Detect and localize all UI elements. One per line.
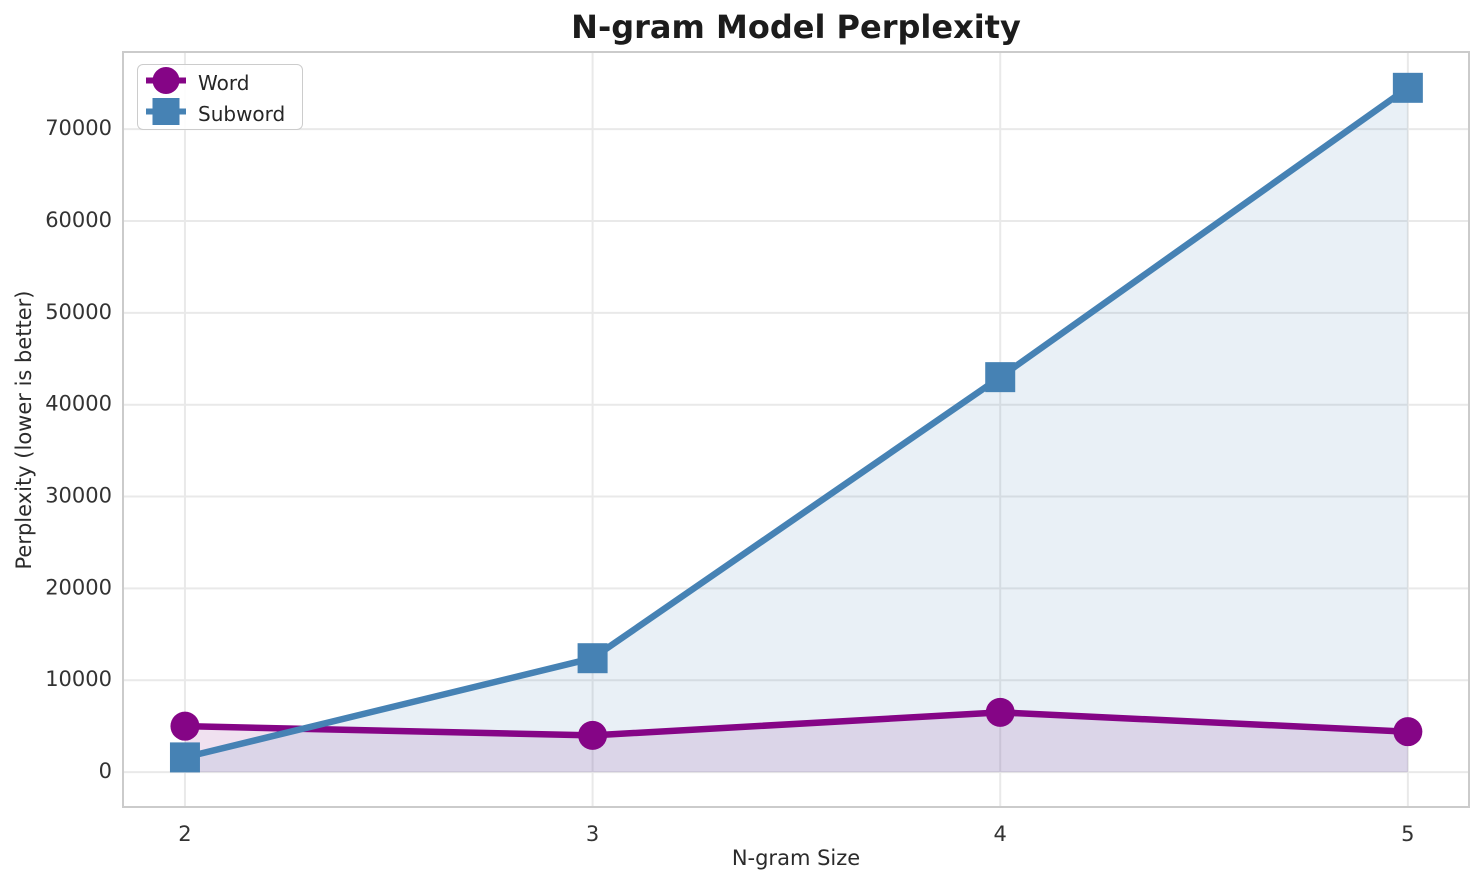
subword-area-fill bbox=[184, 87, 1408, 773]
subword-line-square-marker-icon bbox=[144, 96, 188, 131]
series-markers bbox=[169, 72, 1423, 773]
subword-data-point bbox=[577, 643, 608, 674]
gridlines bbox=[123, 52, 1469, 807]
y-tick-label: 20000 bbox=[45, 575, 112, 599]
series-lines bbox=[181, 84, 1412, 761]
word-line bbox=[181, 709, 1412, 739]
y-tick-label: 30000 bbox=[45, 484, 112, 508]
legend: Word Subword bbox=[137, 64, 303, 130]
word-data-point bbox=[985, 697, 1015, 727]
word-data-point bbox=[170, 711, 200, 741]
y-tick-label: 60000 bbox=[45, 208, 112, 232]
word-area-fill bbox=[184, 712, 1408, 773]
subword-line bbox=[181, 84, 1412, 761]
area-fills bbox=[184, 87, 1408, 773]
x-tick-label: 5 bbox=[1401, 822, 1414, 846]
y-tick-label: 0 bbox=[99, 759, 112, 783]
legend-item-subword: Subword bbox=[144, 98, 296, 129]
plot-frame bbox=[122, 51, 1470, 808]
y-tick-labels: 0 10000 20000 30000 40000 50000 60000 70000 bbox=[45, 116, 112, 783]
y-tick-label: 70000 bbox=[45, 116, 112, 140]
word-line-circle-marker-icon bbox=[144, 65, 188, 100]
word-data-point bbox=[578, 720, 608, 750]
y-tick-label: 10000 bbox=[45, 667, 112, 691]
legend-item-word: Word bbox=[144, 67, 296, 98]
x-tick-label: 4 bbox=[994, 822, 1007, 846]
x-tick-label: 2 bbox=[178, 822, 191, 846]
subword-data-point bbox=[1392, 72, 1423, 103]
chart-title: N-gram Model Perplexity bbox=[571, 8, 1021, 46]
x-tick-label: 3 bbox=[586, 822, 599, 846]
y-tick-label: 50000 bbox=[45, 300, 112, 324]
x-axis-label: N-gram Size bbox=[731, 846, 861, 870]
x-tick-labels: 2 3 4 5 bbox=[178, 822, 1414, 846]
subword-data-point bbox=[169, 742, 200, 773]
y-tick-label: 40000 bbox=[45, 392, 112, 416]
y-axis-label: Perplexity (lower is better) bbox=[12, 290, 36, 570]
subword-data-point bbox=[985, 362, 1016, 393]
legend-label-subword: Subword bbox=[198, 101, 286, 126]
word-data-point bbox=[1393, 717, 1423, 747]
legend-label-word: Word bbox=[198, 70, 250, 95]
